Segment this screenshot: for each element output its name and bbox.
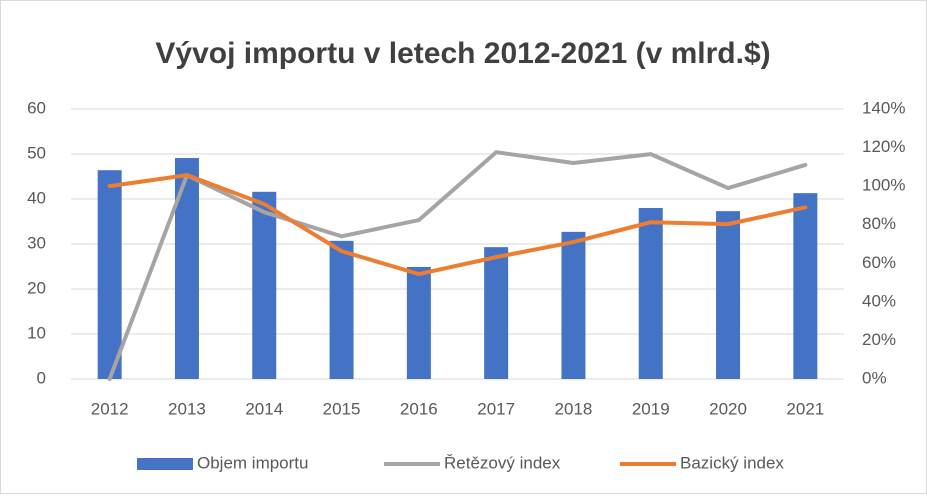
bar <box>174 158 199 379</box>
x-tick-label: 2013 <box>168 399 206 418</box>
y2-tick-label: 20% <box>862 330 896 349</box>
x-tick-label: 2015 <box>323 399 361 418</box>
bar <box>716 211 741 379</box>
legend-label: Bazický index <box>680 453 784 472</box>
bar <box>406 266 431 379</box>
y-tick-label: 0 <box>37 368 46 387</box>
bar <box>329 240 354 379</box>
y-tick-label: 10 <box>27 323 46 342</box>
bar <box>97 170 122 379</box>
bar <box>252 191 277 379</box>
y2-tick-label: 100% <box>862 176 905 195</box>
x-tick-label: 2016 <box>400 399 438 418</box>
y2-tick-label: 0% <box>862 368 887 387</box>
legend-label: Objem importu <box>197 453 308 472</box>
y2-tick-label: 120% <box>862 137 905 156</box>
line <box>107 173 808 277</box>
y-tick-label: 40 <box>27 188 46 207</box>
x-tick-label: 2018 <box>555 399 593 418</box>
x-tick-label: 2020 <box>709 399 747 418</box>
y-tick-label: 50 <box>27 143 46 162</box>
y2-tick-label: 40% <box>862 291 896 310</box>
bar <box>793 193 818 379</box>
y-tick-label: 30 <box>27 233 46 252</box>
bar <box>638 208 663 379</box>
y-tick-label: 60 <box>27 98 46 117</box>
bar <box>484 247 509 379</box>
x-tick-label: 2019 <box>632 399 670 418</box>
x-tick-label: 2021 <box>786 399 824 418</box>
bar <box>561 231 586 379</box>
y2-tick-label: 140% <box>862 98 905 117</box>
legend-label: Řetězový index <box>444 453 561 472</box>
y2-tick-label: 80% <box>862 214 896 233</box>
x-tick-label: 2014 <box>245 399 283 418</box>
legend-swatch <box>137 458 193 470</box>
x-tick-label: 2017 <box>477 399 515 418</box>
x-tick-label: 2012 <box>91 399 129 418</box>
y-tick-label: 20 <box>27 278 46 297</box>
line <box>107 150 808 381</box>
y2-tick-label: 60% <box>862 253 896 272</box>
chart-title: Vývoj importu v letech 2012-2021 (v mlrd… <box>155 37 770 70</box>
